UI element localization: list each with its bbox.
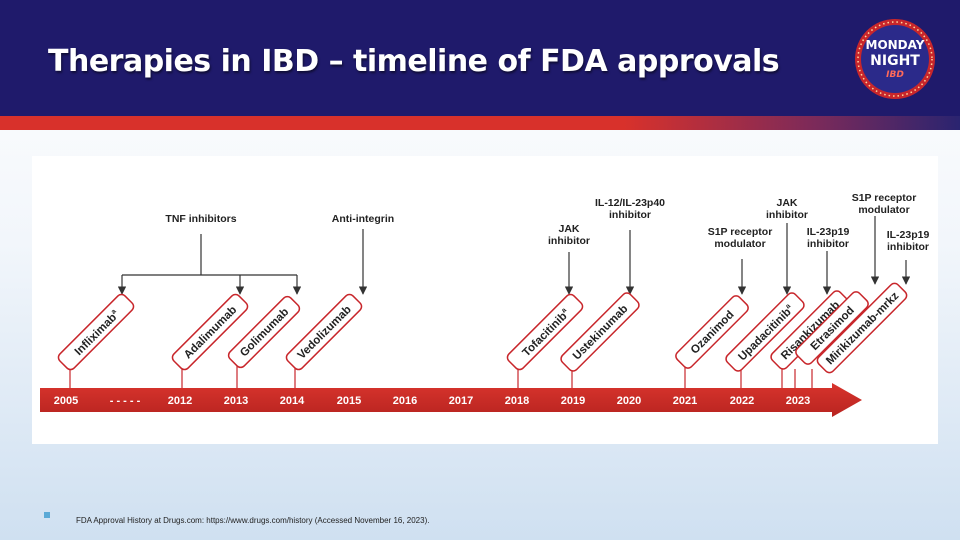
accent-bar — [0, 116, 960, 130]
logo-line-3: IBD — [886, 70, 904, 80]
class-label-jak-2: JAK inhibitor — [766, 197, 808, 221]
year-label: 2021 — [673, 395, 697, 407]
logo-line-2: NIGHT — [870, 53, 920, 69]
year-label: 2013 — [224, 395, 248, 407]
year-label: 2015 — [337, 395, 361, 407]
year-label: 2020 — [617, 395, 641, 407]
class-label-jak-1: JAK inhibitor — [548, 223, 590, 247]
class-label-il23p19-2: IL-23p19 inhibitor — [887, 229, 930, 253]
svg-text:Vedolizumab: Vedolizumab — [296, 304, 354, 362]
timeline-panel: TNF inhibitors Anti-integrin JAK inhibito… — [32, 156, 938, 444]
svg-text:Tofacitiniba: Tofacitiniba — [520, 307, 573, 360]
year-label: 2014 — [280, 395, 305, 407]
logo-badge — [855, 19, 935, 99]
class-label-anti-integrin: Anti-integrin — [332, 213, 394, 225]
class-label-il12-23: IL-12/IL-23p40 inhibitor — [595, 197, 665, 221]
tnf-bracket — [117, 234, 302, 295]
svg-text:Golimumab: Golimumab — [238, 306, 291, 359]
footnote-bullet — [44, 512, 50, 518]
year-label: 2019 — [561, 395, 585, 407]
class-arrows — [358, 216, 911, 295]
class-labels: TNF inhibitors Anti-integrin JAK inhibito… — [165, 192, 929, 253]
drug-boxes: Infliximaba Adalimumab Golimumab Vedoliz… — [57, 282, 908, 374]
svg-text:Infliximaba: Infliximaba — [72, 308, 122, 358]
year-label: 2023 — [786, 395, 810, 407]
footnote: FDA Approval History at Drugs.com: https… — [76, 516, 430, 525]
year-label: 2022 — [730, 395, 754, 407]
class-label-tnf: TNF inhibitors — [165, 213, 236, 225]
timeline-diagram: TNF inhibitors Anti-integrin JAK inhibito… — [40, 192, 929, 417]
monday-night-ibd-logo: MONDAY NIGHT IBD — [854, 18, 936, 100]
year-label: 2012 — [168, 395, 192, 407]
year-label: 2005 — [54, 395, 78, 407]
year-label: 2016 — [393, 395, 417, 407]
class-label-s1p-1: S1P receptor modulator — [708, 226, 773, 250]
slide-header: Therapies in IBD – timeline of FDA appro… — [0, 0, 960, 116]
year-label: 2017 — [449, 395, 473, 407]
svg-text:Ozanimod: Ozanimod — [689, 309, 737, 357]
slide-title: Therapies in IBD – timeline of FDA appro… — [48, 44, 780, 79]
drug-box-infliximab: Infliximaba — [57, 293, 135, 371]
year-label: - - - - - — [110, 395, 141, 407]
year-label: 2018 — [505, 395, 529, 407]
class-label-il23p19-1: IL-23p19 inhibitor — [807, 226, 850, 250]
year-labels: 2005 - - - - - 2012 2013 2014 2015 2016 … — [54, 395, 810, 407]
class-label-s1p-2: S1P receptor modulator — [852, 192, 917, 216]
logo-line-1: MONDAY — [865, 38, 925, 52]
timeline-arrow — [40, 383, 862, 417]
